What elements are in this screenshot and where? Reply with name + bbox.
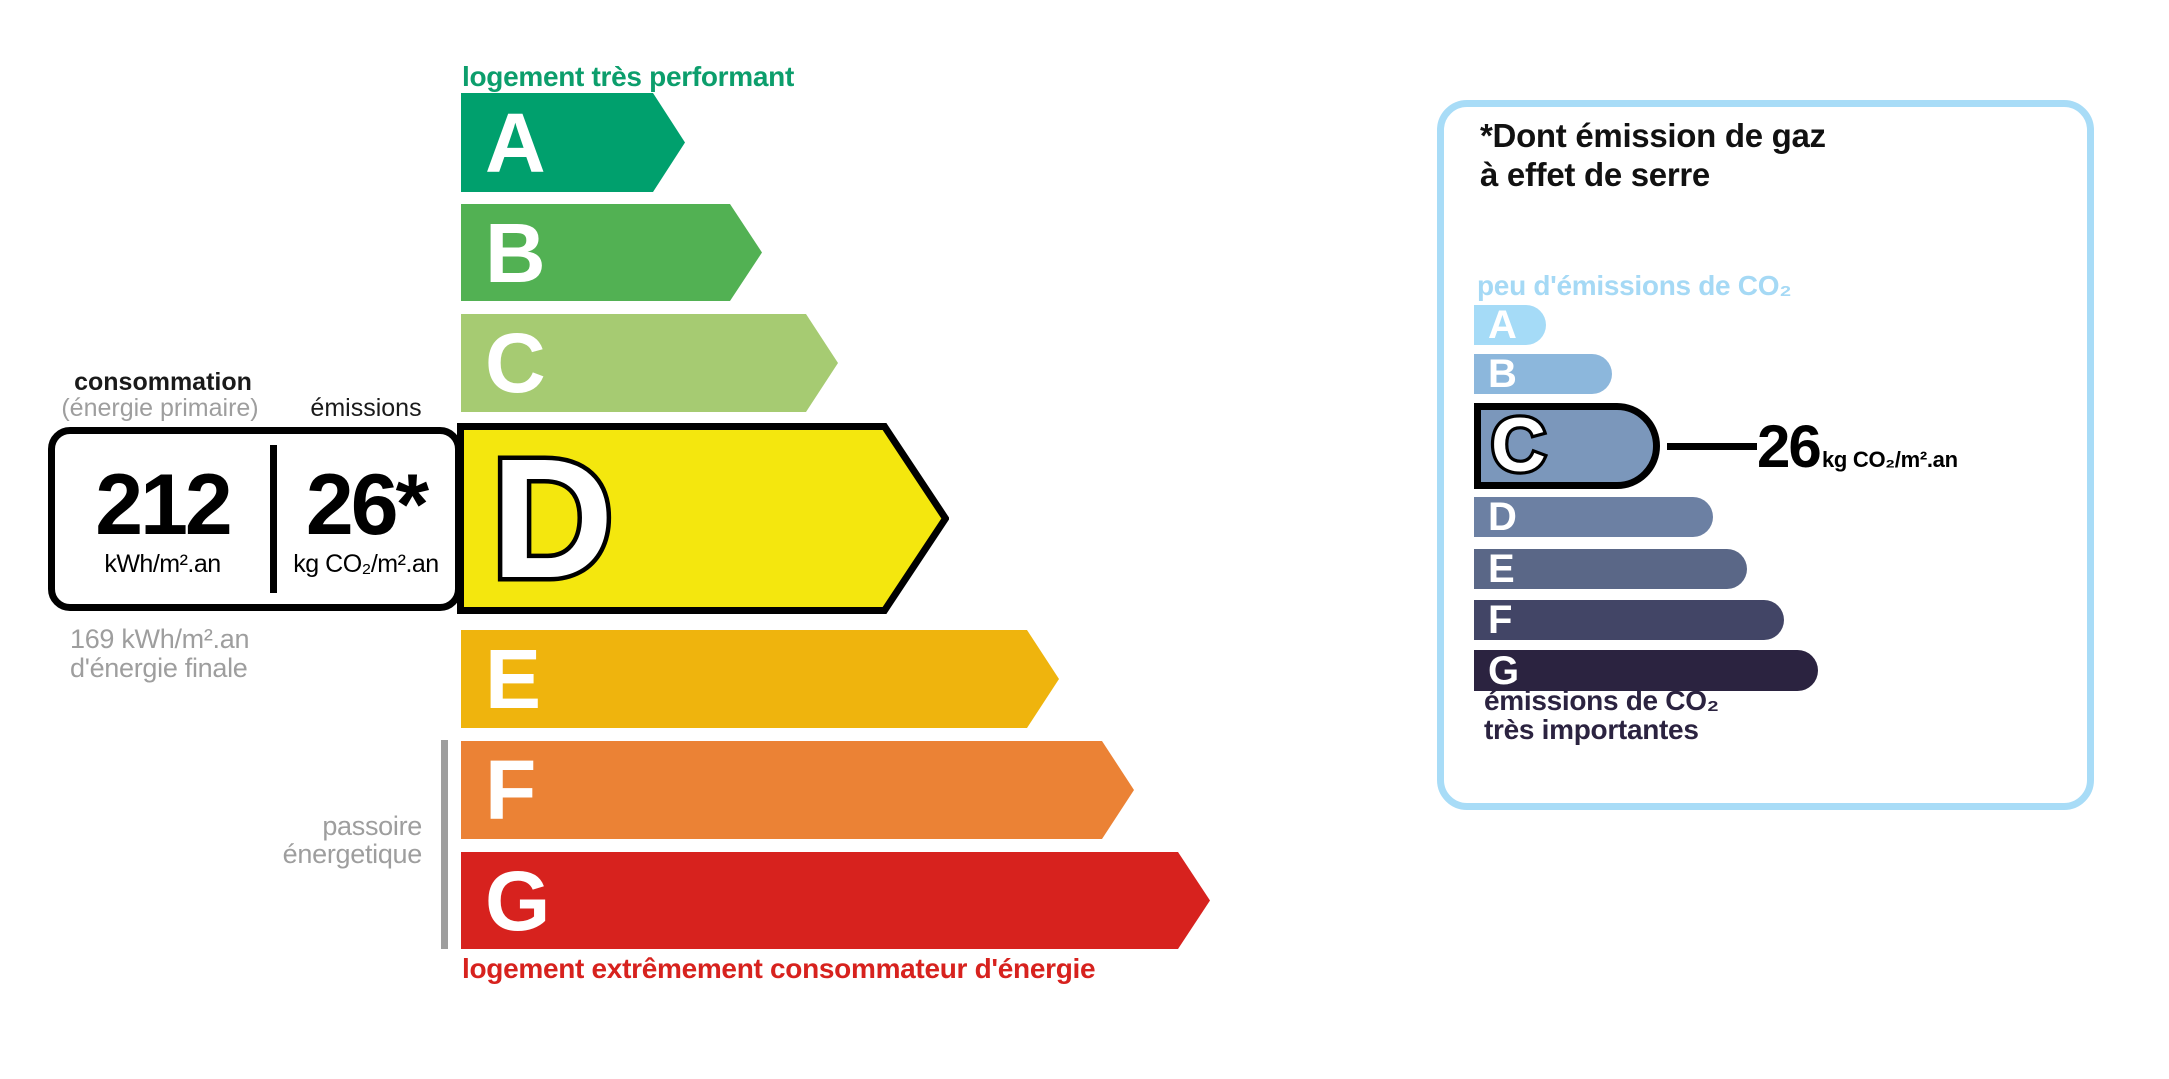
energy-arrow-d: D (461, 427, 946, 611)
co2-bar-g: G (1474, 650, 1818, 691)
consumption-value-box: 212 kWh/m².an 26* kg CO₂/m².an (48, 427, 462, 611)
co2-class-letter-current: C (1488, 403, 1549, 488)
energy-value: 212 (95, 456, 232, 553)
co2-class-letter: A (1488, 303, 1517, 347)
co2-class-letter: D (1488, 495, 1517, 539)
co2-bar-c-current: C (1474, 403, 1660, 489)
energy-class-letter: F (485, 743, 537, 837)
final-energy-line1: 169 kWh/m².an (70, 624, 250, 654)
bottom-consumption-label: logement extrêmement consommateur d'éner… (462, 953, 1096, 984)
co2-callout-value: 26 (1757, 413, 1822, 480)
co2-high-emissions-line1: émissions de CO₂ (1484, 685, 1719, 716)
emissions-value-cell: 26* kg CO₂/m².an (277, 434, 455, 604)
passoire-label-line2: énergetique (282, 839, 423, 869)
co2-bar-e: E (1474, 549, 1747, 589)
energy-arrow-a: A (461, 93, 685, 192)
co2-bar-d: D (1474, 497, 1713, 537)
emissions-value: 26* (305, 456, 429, 553)
final-energy-line2: d'énergie finale (70, 653, 248, 683)
passoire-label-line1: passoire (322, 811, 422, 841)
energy-value-cell: 212 kWh/m².an (55, 434, 270, 604)
energy-class-letter-current: D (487, 424, 619, 614)
energy-class-letter: G (485, 853, 551, 948)
co2-high-emissions-label: émissions de CO₂ très importantes (1484, 686, 1719, 744)
energy-class-letter: E (485, 632, 542, 726)
passoire-label: passoire énergetique (222, 811, 423, 869)
energy-class-letter: C (485, 316, 546, 410)
energy-arrow-b: B (461, 204, 762, 301)
co2-panel-title-line2: à effet de serre (1480, 156, 1710, 193)
co2-class-letter: E (1488, 547, 1515, 591)
co2-bar-a: A (1474, 305, 1546, 345)
energy-unit: kWh/m².an (104, 550, 221, 579)
co2-callout-unit: kg CO₂/m².an (1822, 447, 1958, 472)
emissions-unit: kg CO₂/m².an (293, 550, 439, 579)
co2-high-emissions-line2: très importantes (1484, 714, 1699, 745)
energy-class-letter: B (485, 205, 546, 300)
co2-callout-line (1667, 443, 1757, 450)
top-performance-label: logement très performant (462, 61, 794, 92)
co2-bar-b: B (1474, 354, 1612, 394)
co2-class-letter: G (1488, 648, 1520, 693)
co2-panel-title-line1: *Dont émission de gaz (1480, 117, 1826, 154)
energy-arrow-c: C (461, 314, 838, 412)
co2-bar-f: F (1474, 600, 1784, 640)
final-energy-note: 169 kWh/m².an d'énergie finale (70, 625, 249, 683)
co2-class-letter: B (1488, 352, 1517, 396)
co2-panel-title: *Dont émission de gaz à effet de serre (1480, 116, 1826, 194)
energy-class-letter: A (485, 95, 546, 190)
co2-class-letter: F (1488, 598, 1513, 642)
passoire-bracket-bar (441, 740, 448, 949)
energy-arrow-e: E (461, 630, 1059, 728)
primary-energy-subheader: (énergie primaire) (61, 394, 259, 422)
value-box-divider (270, 445, 277, 593)
emissions-header: émissions (310, 394, 422, 422)
co2-low-emissions-label: peu d'émissions de CO₂ (1477, 270, 1792, 301)
energy-arrow-f: F (461, 741, 1134, 839)
consumption-header: consommation (74, 368, 252, 396)
energy-arrow-g: G (461, 852, 1210, 949)
